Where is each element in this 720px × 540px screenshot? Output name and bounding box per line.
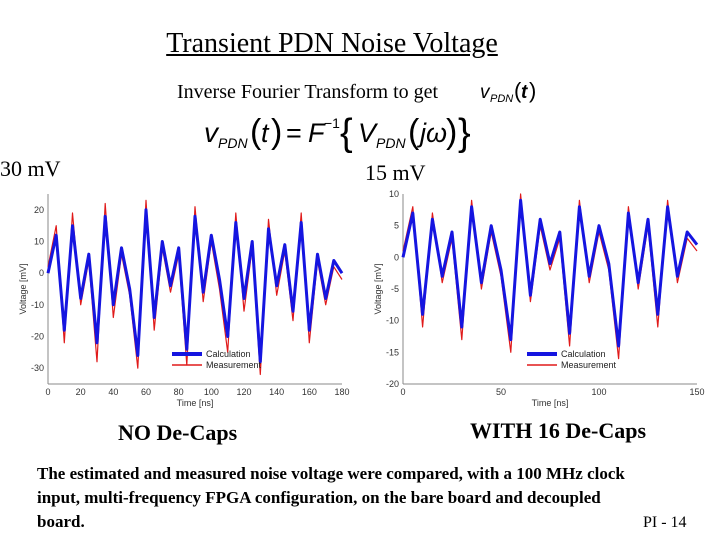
caption-no-decaps: NO De-Caps xyxy=(118,420,238,445)
x-tick-label: 150 xyxy=(689,387,704,397)
x-tick-label: 120 xyxy=(236,387,251,397)
series-line-calculation xyxy=(46,208,344,364)
legend-label: Calculation xyxy=(206,349,251,359)
svg-text:jω: jω xyxy=(416,118,447,148)
caption-with-decaps: WITH 16 De-Caps xyxy=(470,418,647,443)
svg-text:(: ( xyxy=(408,113,420,151)
y-tick-label: -30 xyxy=(31,363,44,373)
x-tick-label: 0 xyxy=(45,387,50,397)
peak-label-with-decaps: 15 mV xyxy=(365,160,426,185)
svg-text:v: v xyxy=(480,82,491,103)
svg-text:=: = xyxy=(286,118,302,148)
y-tick-label: 0 xyxy=(394,252,399,262)
equation-inverse-fourier: v PDN ( t ) = F −1 { V PDN ( jω ) } xyxy=(204,112,471,154)
y-tick-label: -15 xyxy=(386,347,399,357)
svg-text:−1: −1 xyxy=(324,115,340,131)
inline-math-vpdn: v PDN ( t ) xyxy=(480,78,536,105)
y-tick-label: 10 xyxy=(34,237,44,247)
slide-title: Transient PDN Noise Voltage xyxy=(166,28,498,59)
x-tick-label: 100 xyxy=(204,387,219,397)
legend-label: Measurement xyxy=(206,360,262,370)
svg-text:v: v xyxy=(204,117,220,148)
x-tick-label: 160 xyxy=(302,387,317,397)
y-tick-label: -5 xyxy=(391,284,399,294)
x-tick-label: 60 xyxy=(141,387,151,397)
svg-text:F: F xyxy=(308,118,326,148)
x-tick-label: 140 xyxy=(269,387,284,397)
y-tick-label: -10 xyxy=(386,316,399,326)
legend-label: Measurement xyxy=(561,360,617,370)
y-axis-label: Voltage [mV] xyxy=(373,263,383,314)
x-tick-label: 40 xyxy=(108,387,118,397)
svg-text:): ) xyxy=(529,78,536,103)
series-line-measurement xyxy=(47,199,343,376)
x-tick-label: 180 xyxy=(334,387,349,397)
y-tick-label: -20 xyxy=(386,379,399,389)
svg-text:(: ( xyxy=(250,113,262,151)
x-tick-label: 20 xyxy=(76,387,86,397)
svg-text:PDN: PDN xyxy=(490,93,513,105)
x-tick-label: 50 xyxy=(496,387,506,397)
y-tick-label: 0 xyxy=(39,268,44,278)
y-tick-label: -20 xyxy=(31,332,44,342)
y-tick-label: 5 xyxy=(394,221,399,231)
peak-label-no-decaps: 30 mV xyxy=(0,156,61,181)
svg-text:V: V xyxy=(358,118,379,148)
x-axis-label: Time [ns] xyxy=(532,398,569,408)
page-number: PI - 14 xyxy=(643,514,687,531)
subtitle: Inverse Fourier Transform to get xyxy=(177,81,439,103)
svg-text:{: { xyxy=(340,112,353,154)
svg-text:PDN: PDN xyxy=(376,135,406,151)
svg-text:t: t xyxy=(521,82,528,103)
x-axis-label: Time [ns] xyxy=(177,398,214,408)
svg-text:(: ( xyxy=(514,78,522,103)
svg-text:PDN: PDN xyxy=(218,135,248,151)
x-tick-label: 100 xyxy=(591,387,606,397)
x-tick-label: 80 xyxy=(174,387,184,397)
svg-text:): ) xyxy=(446,113,457,151)
legend-label: Calculation xyxy=(561,349,606,359)
svg-text:t: t xyxy=(261,118,270,148)
y-tick-label: 10 xyxy=(389,189,399,199)
svg-text:): ) xyxy=(271,113,282,151)
x-tick-label: 0 xyxy=(400,387,405,397)
y-tick-label: 20 xyxy=(34,205,44,215)
y-tick-label: -10 xyxy=(31,300,44,310)
body-text: The estimated and measured noise voltage… xyxy=(37,464,625,531)
svg-text:}: } xyxy=(458,112,471,154)
series-line-calculation xyxy=(401,198,699,348)
y-axis-label: Voltage [mV] xyxy=(18,263,28,314)
